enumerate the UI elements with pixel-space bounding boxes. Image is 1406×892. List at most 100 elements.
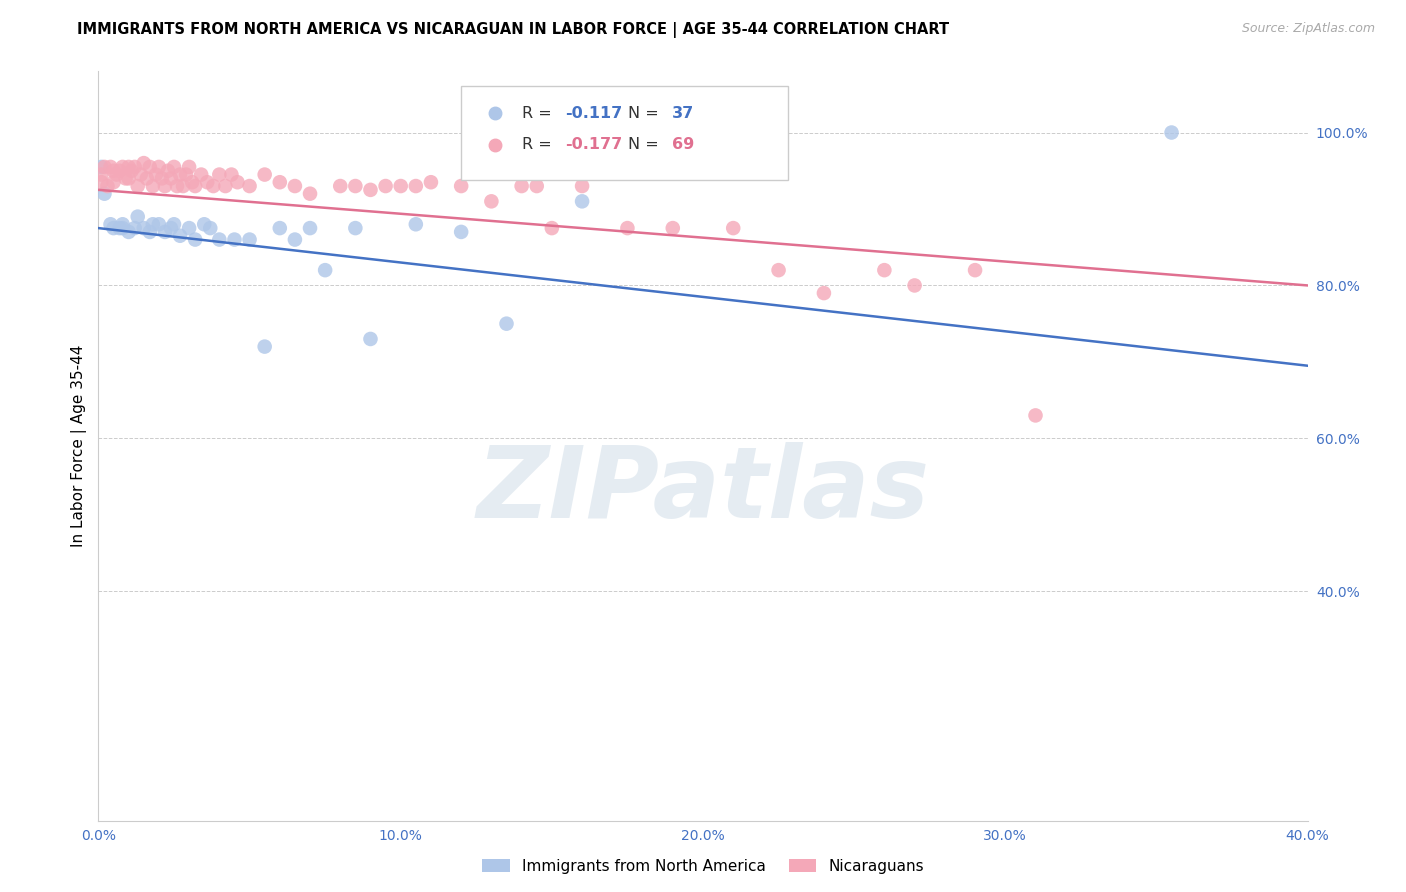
Point [208,168,231,182]
Point [526,179,548,194]
Point [111,217,134,231]
Point [108,221,131,235]
Point [124,221,146,235]
Point [495,317,517,331]
Point [269,221,291,235]
Point [179,221,201,235]
Point [450,225,472,239]
Point [314,263,336,277]
Point [329,179,352,194]
Point [184,179,207,194]
Point [160,221,183,235]
Point [148,217,170,231]
Point [813,286,835,301]
Point [202,179,225,194]
Point [1024,409,1046,423]
Text: 69: 69 [672,137,693,153]
Point [127,179,149,194]
Point [299,186,322,201]
Point [153,179,176,194]
Point [139,225,162,239]
Point [768,263,790,277]
Point [389,179,412,194]
Point [208,233,231,247]
Point [184,233,207,247]
Point [103,175,125,189]
Point [420,175,443,189]
Point [253,340,276,354]
Point [1160,126,1182,140]
Point [93,160,115,174]
Point [114,171,136,186]
Point [269,175,291,189]
Point [571,179,593,194]
Point [965,263,987,277]
Point [405,217,427,231]
Point [344,179,367,194]
Point [169,168,191,182]
Point [200,221,222,235]
Point [616,221,638,235]
Point [284,179,307,194]
Point [148,160,170,174]
Text: N =: N = [628,137,664,153]
Point [90,175,112,189]
FancyBboxPatch shape [461,87,787,180]
Point [873,263,896,277]
Point [129,168,152,182]
Point [360,183,382,197]
Point [156,163,179,178]
Y-axis label: In Labor Force | Age 35-44: In Labor Force | Age 35-44 [72,345,87,547]
Text: R =: R = [522,106,557,120]
Point [90,160,112,174]
Point [239,179,262,194]
Point [124,160,146,174]
Point [163,217,186,231]
Point [118,171,141,186]
Point [111,160,134,174]
Legend: Immigrants from North America, Nicaraguans: Immigrants from North America, Nicaragua… [477,853,929,880]
Point [145,168,167,182]
Point [723,221,745,235]
Point [344,221,367,235]
Point [132,156,155,170]
Point [172,179,194,194]
Point [142,179,165,194]
Point [571,194,593,209]
Point [118,225,141,239]
Text: 37: 37 [672,106,693,120]
Point [105,168,128,182]
Point [100,217,122,231]
Point [661,221,683,235]
Point [103,221,125,235]
Point [221,168,243,182]
Point [111,221,134,235]
Point [103,163,125,178]
Point [160,171,183,186]
Point [90,168,112,182]
Point [904,278,927,293]
Point [405,179,427,194]
Point [360,332,382,346]
Text: -0.177: -0.177 [565,137,623,153]
Point [118,160,141,174]
Point [127,210,149,224]
Point [108,163,131,178]
Point [135,171,157,186]
Point [181,175,204,189]
Point [169,228,191,243]
Point [214,179,236,194]
Point [239,233,262,247]
Point [132,221,155,235]
Point [195,175,218,189]
Point [253,168,276,182]
Point [540,221,562,235]
Point [121,163,143,178]
Point [226,175,249,189]
Point [163,160,186,174]
Text: -0.117: -0.117 [565,106,623,120]
Point [153,225,176,239]
Text: R =: R = [522,137,557,153]
Point [190,168,212,182]
Point [450,179,472,194]
